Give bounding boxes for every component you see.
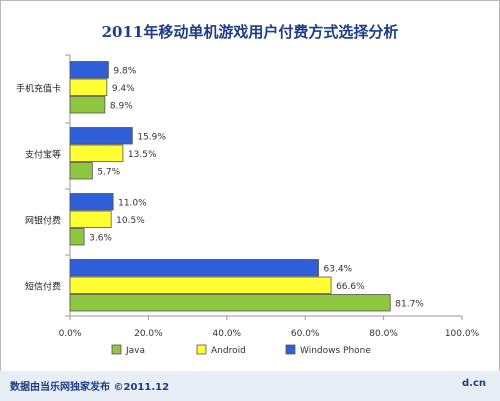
chart-title: 2011年移动单机游戏用户付费方式选择分析	[101, 23, 399, 41]
bar-android	[69, 144, 124, 162]
x-tick-label: 100.0%	[445, 329, 480, 339]
data-label: 66.6%	[336, 282, 365, 292]
x-tick-label: 60.0%	[291, 329, 320, 339]
legend-swatch	[111, 344, 122, 355]
data-label: 5.7%	[97, 167, 120, 177]
legend-label: Java	[125, 346, 145, 356]
bar-java	[69, 96, 106, 114]
chart-tick-labels: 0.0% 20.0% 40.0% 60.0% 80.0% 100.0% 手机充值卡支付宝等网…	[16, 82, 480, 339]
bar-java	[69, 162, 93, 180]
x-tick-label: 80.0%	[369, 329, 398, 339]
bar-android	[69, 78, 108, 96]
category-label: 网银付费	[25, 214, 61, 226]
legend-swatch	[196, 344, 207, 355]
legend-label: Windows Phone	[300, 346, 371, 356]
bar-java	[69, 228, 85, 246]
x-tick-label: 40.0%	[213, 329, 242, 339]
category-label: 短信付费	[25, 280, 61, 292]
data-label: 8.9%	[110, 101, 133, 111]
bar-windows-phone	[69, 127, 133, 145]
bar-windows-phone	[69, 193, 114, 211]
footer-bar: 数据由当乐网独家发布 ©2011.12 d.cn	[0, 371, 500, 401]
x-tick-label: 0.0%	[59, 329, 82, 339]
data-label: 9.8%	[113, 66, 136, 76]
data-label: 11.0%	[118, 198, 147, 208]
chart-legend: Java Android Windows Phone	[111, 344, 371, 356]
bar-windows-phone	[69, 259, 319, 277]
bar-windows-phone	[69, 61, 109, 79]
bar-android	[69, 210, 112, 228]
legend-swatch	[285, 344, 296, 355]
bar-android	[69, 276, 332, 294]
bar-java	[69, 294, 391, 312]
chart-bars	[69, 61, 391, 312]
chart-data-labels: 9.8% 15.9% 11.0% 63.4% 9.4% 13.5% 10.5% 66.6% 8.…	[89, 66, 424, 309]
data-label: 63.4%	[324, 264, 353, 274]
data-label: 13.5%	[128, 150, 157, 160]
category-label: 手机充值卡	[16, 82, 61, 94]
data-label: 81.7%	[395, 299, 424, 309]
data-label: 3.6%	[89, 233, 112, 243]
x-tick-label: 20.0%	[134, 329, 163, 339]
category-label: 支付宝等	[25, 148, 61, 160]
data-label: 15.9%	[137, 132, 166, 142]
legend-label: Android	[211, 346, 246, 356]
data-label: 9.4%	[112, 84, 135, 94]
data-label: 10.5%	[116, 216, 145, 226]
site-label: d.cn	[461, 378, 486, 389]
source-note: 数据由当乐网独家发布 ©2011.12	[10, 382, 170, 393]
